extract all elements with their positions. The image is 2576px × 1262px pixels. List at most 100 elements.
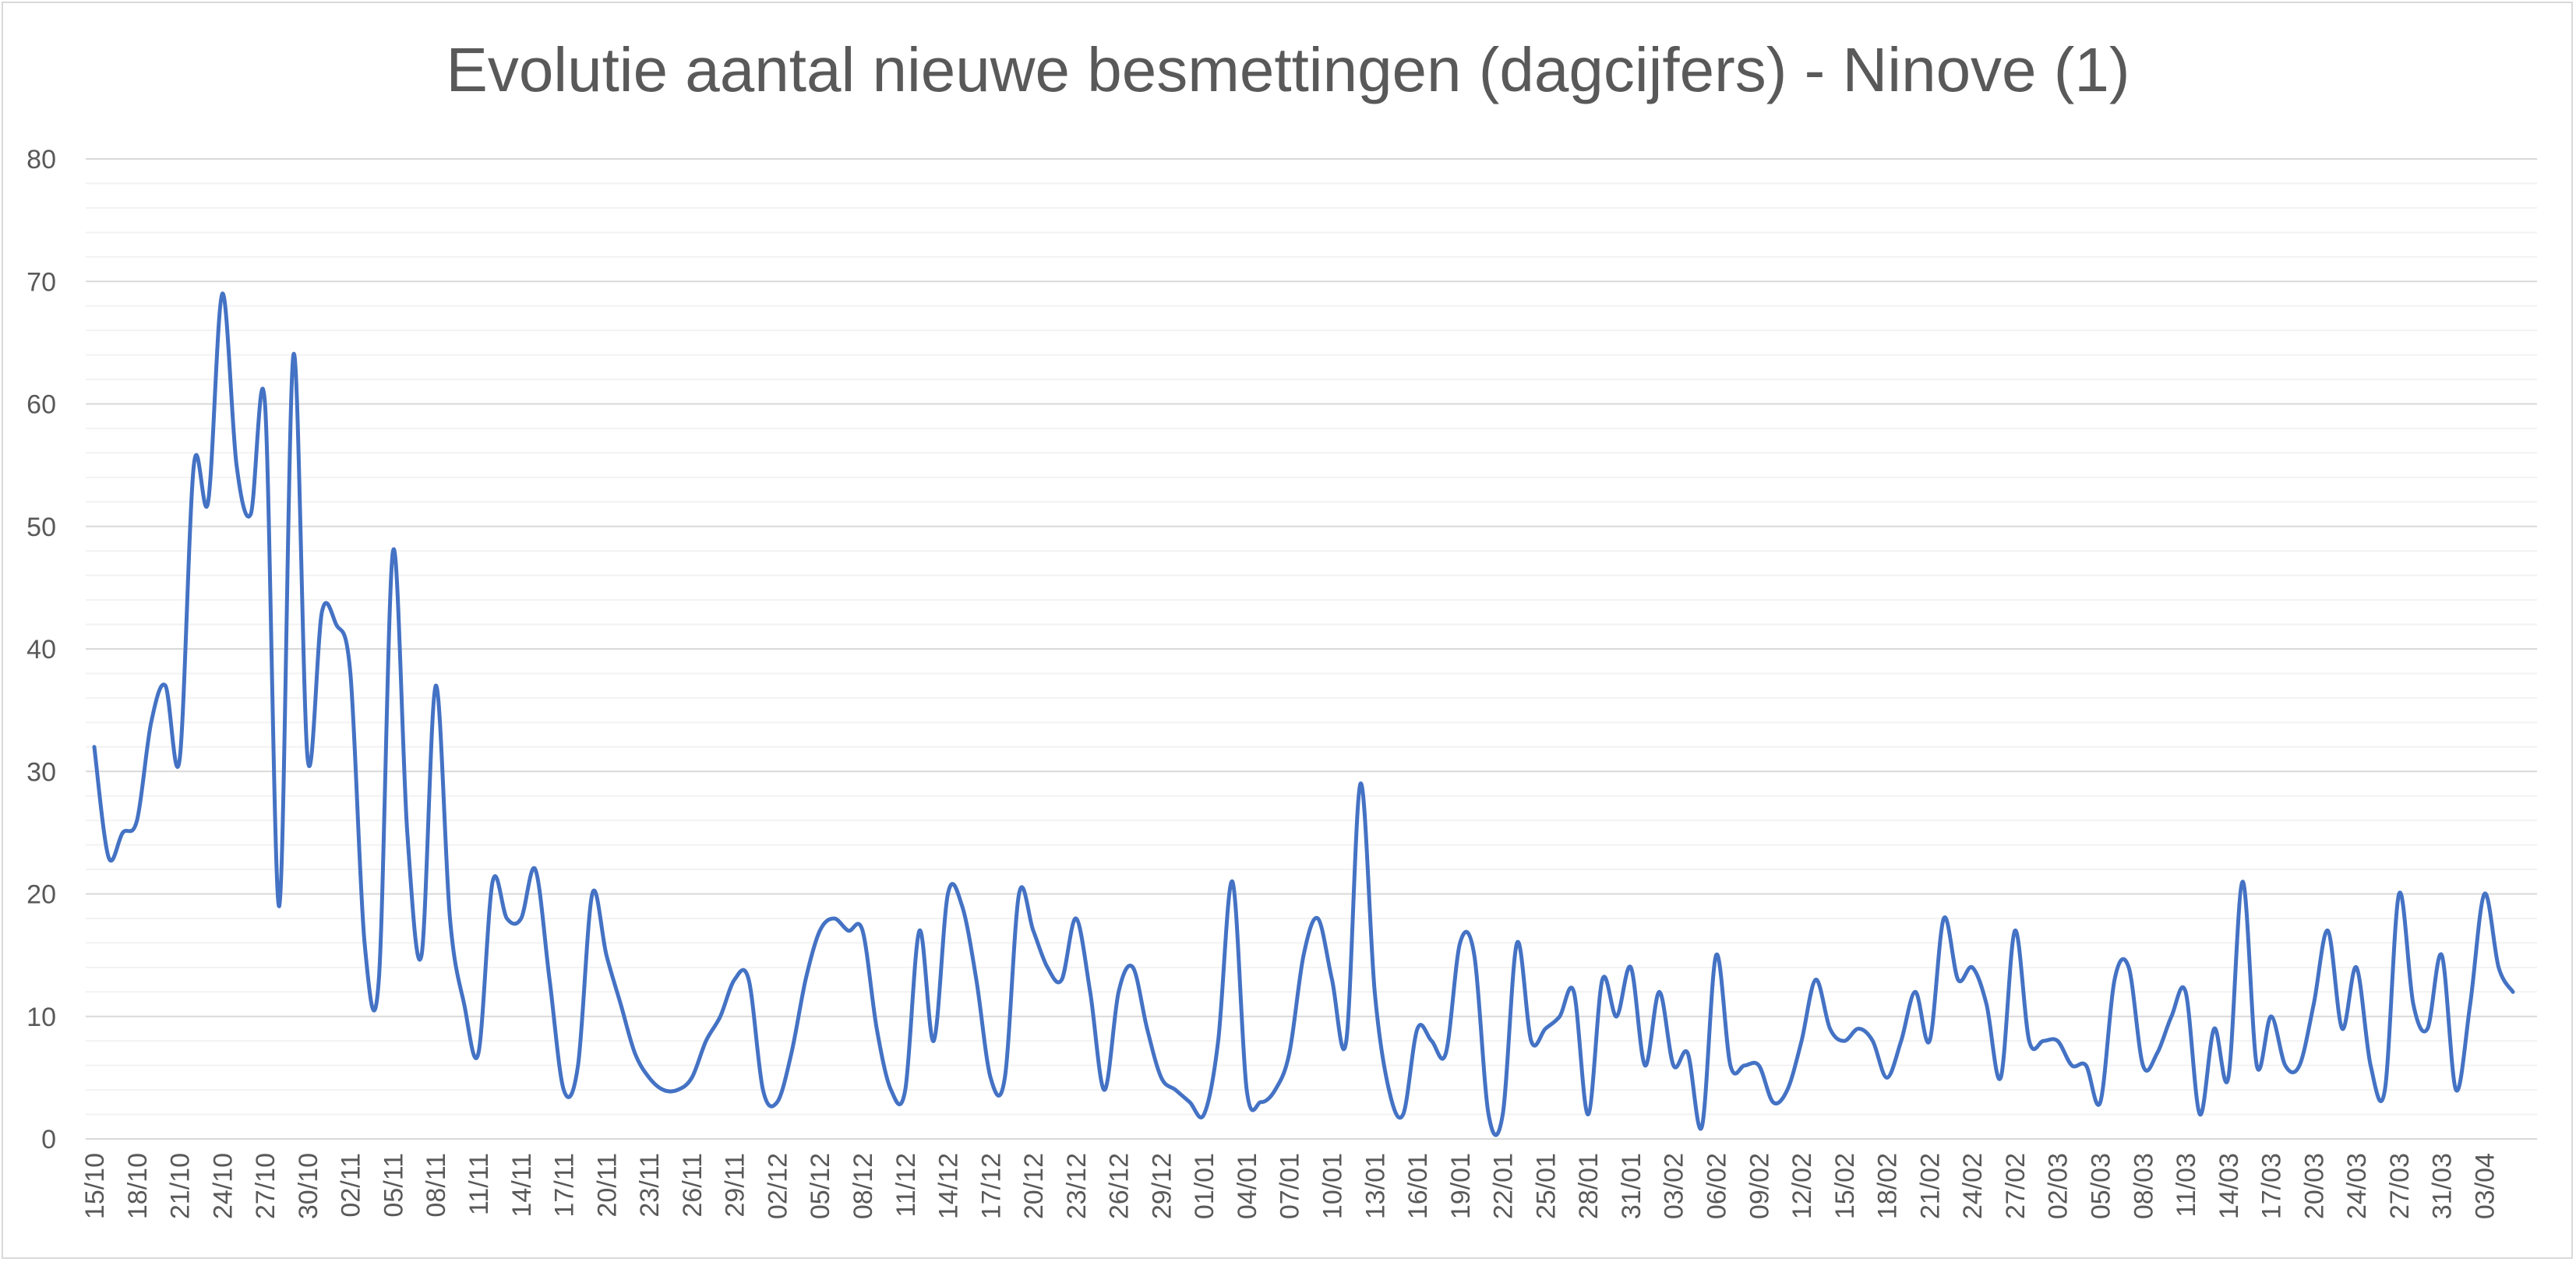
data-point <box>1685 1051 1690 1056</box>
data-point <box>1244 1088 1249 1092</box>
data-point <box>1913 989 1918 994</box>
data-point <box>2070 1063 2074 1068</box>
data-point <box>263 402 267 407</box>
x-tick-label: 02/11 <box>337 1153 366 1218</box>
data-point <box>1756 1063 1761 1068</box>
data-point <box>604 953 609 957</box>
data-point <box>1159 1075 1163 1080</box>
data-point <box>2240 880 2245 884</box>
data-point <box>433 683 438 688</box>
data-point <box>2311 1002 2316 1006</box>
data-point <box>2155 1051 2160 1056</box>
x-tick-label: 01/01 <box>1190 1153 1219 1219</box>
data-point <box>1927 1038 1932 1043</box>
data-point <box>135 818 139 823</box>
data-point <box>533 867 538 872</box>
data-point <box>1572 989 1576 994</box>
data-point <box>505 916 510 921</box>
data-point <box>419 953 424 957</box>
x-tick-label: 05/03 <box>2086 1153 2115 1219</box>
x-tick-label: 17/11 <box>550 1153 580 1218</box>
data-point <box>1643 1063 1647 1068</box>
x-tick-label: 24/03 <box>2342 1153 2372 1219</box>
data-point <box>2482 892 2487 897</box>
minor-gridlines <box>86 182 2537 1116</box>
data-point <box>1258 1100 1263 1105</box>
data-point <box>2354 965 2359 970</box>
x-tick-label: 29/11 <box>721 1153 750 1218</box>
y-tick-label: 40 <box>26 635 56 664</box>
data-point <box>2340 1027 2345 1031</box>
data-point <box>490 880 495 884</box>
data-point <box>547 978 552 982</box>
x-tick-label: 15/10 <box>80 1153 110 1219</box>
x-tick-label: 27/10 <box>251 1153 281 1219</box>
x-tick-label: 24/02 <box>1958 1153 1988 1219</box>
data-point <box>2454 1088 2458 1092</box>
data-point <box>1444 1051 1449 1056</box>
data-point <box>2013 929 2017 933</box>
data-point <box>1315 916 1320 921</box>
data-point <box>1372 989 1377 994</box>
data-point <box>789 1051 794 1056</box>
data-point <box>803 978 808 982</box>
data-point <box>1344 1038 1349 1043</box>
x-tick-label: 21/02 <box>1915 1153 1945 1219</box>
data-point <box>2084 1063 2088 1068</box>
x-tick-label: 06/02 <box>1703 1153 1732 1219</box>
data-point <box>1003 1075 1007 1080</box>
data-point <box>576 1063 580 1068</box>
x-tick-label: 20/11 <box>592 1153 622 1218</box>
data-point <box>2140 1063 2145 1068</box>
major-gridlines <box>86 158 2537 1017</box>
data-point <box>1017 892 1022 897</box>
data-point <box>2041 1038 2046 1043</box>
data-point <box>121 830 125 835</box>
data-point <box>220 291 224 296</box>
data-point <box>2440 953 2444 957</box>
data-point <box>2197 1112 2202 1117</box>
data-point <box>676 1088 680 1092</box>
data-point <box>1714 953 1719 957</box>
x-tick-label: 17/12 <box>976 1153 1006 1219</box>
x-tick-label: 19/01 <box>1446 1153 1476 1219</box>
data-point <box>1117 989 1121 994</box>
x-tick-label: 15/02 <box>1830 1153 1860 1219</box>
y-tick-label: 70 <box>26 267 56 297</box>
x-tick-label: 04/01 <box>1233 1153 1262 1219</box>
x-tick-label: 30/10 <box>294 1153 323 1219</box>
data-point <box>1102 1088 1106 1092</box>
data-point <box>931 1038 936 1043</box>
data-point <box>1401 1112 1406 1117</box>
data-point <box>476 1051 481 1056</box>
data-point <box>249 512 253 516</box>
x-tick-label: 25/01 <box>1531 1153 1561 1219</box>
data-point <box>291 353 296 358</box>
data-point <box>590 892 595 897</box>
x-tick-label: 24/10 <box>208 1153 238 1219</box>
data-point <box>775 1100 779 1105</box>
data-point <box>1856 1027 1861 1031</box>
data-point <box>1173 1088 1178 1092</box>
data-point <box>1187 1100 1192 1105</box>
data-point <box>1515 940 1519 945</box>
data-point <box>1230 880 1235 884</box>
y-tick-label: 20 <box>26 880 56 910</box>
data-point <box>1060 978 1064 982</box>
data-point <box>1088 989 1092 994</box>
data-point <box>1202 1112 1206 1117</box>
data-point <box>647 1075 651 1080</box>
x-tick-label: 14/03 <box>2214 1153 2244 1219</box>
data-point <box>2226 1075 2231 1080</box>
x-tick-label: 18/10 <box>123 1153 153 1219</box>
data-point <box>2297 1063 2302 1068</box>
data-point <box>874 1027 879 1031</box>
data-point <box>1999 1075 2003 1080</box>
data-point <box>2269 1014 2274 1019</box>
data-point <box>1387 1088 1392 1092</box>
x-tick-label: 22/01 <box>1489 1153 1519 1219</box>
data-point <box>2254 1063 2259 1068</box>
